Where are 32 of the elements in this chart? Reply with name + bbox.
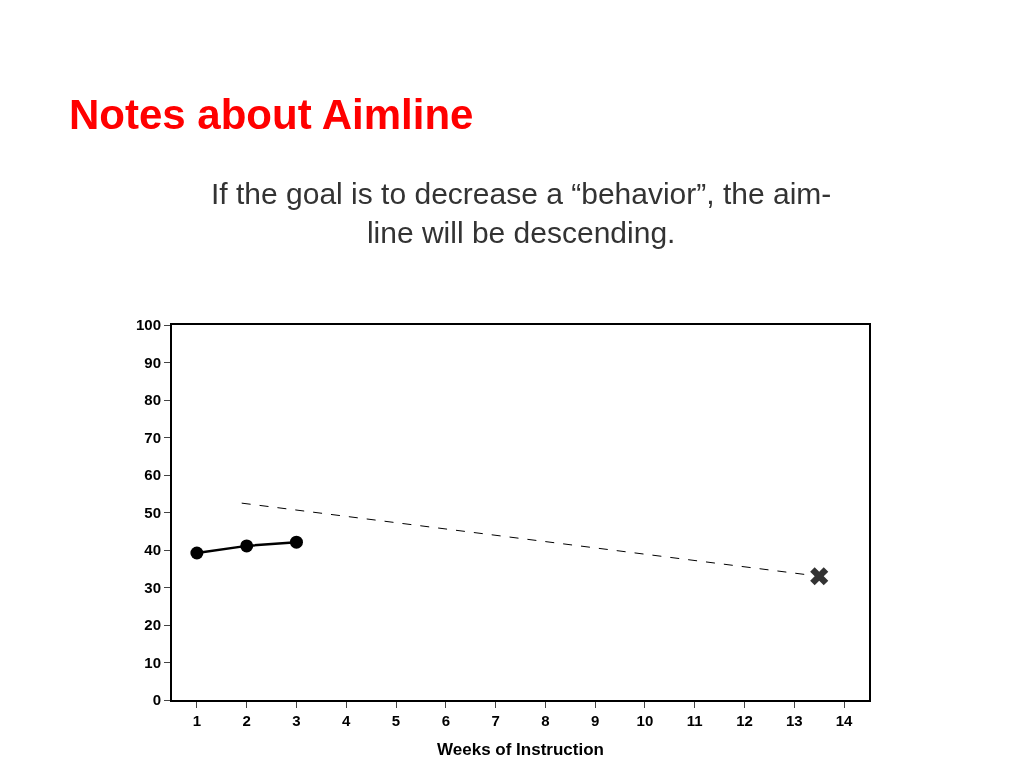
x-axis-title: Weeks of Instruction xyxy=(437,739,604,759)
x-tick-label: 2 xyxy=(242,712,251,729)
chart-title: Notes about Aimline xyxy=(69,91,474,138)
y-tick-label: 50 xyxy=(144,503,161,521)
y-tick-label: 30 xyxy=(144,578,161,596)
x-tick-label: 14 xyxy=(835,712,854,729)
y-tick-label: 40 xyxy=(144,541,161,559)
chart-subtitle: If the goal is to decrease a “behavior”, the aim- line will be descending. xyxy=(211,177,832,249)
x-tick-label: 10 xyxy=(636,712,654,729)
y-tick-label: 100 xyxy=(135,316,161,334)
point xyxy=(810,567,829,586)
y-tick-label: 20 xyxy=(144,616,161,634)
y-tick-label: 70 xyxy=(144,428,161,446)
y-tick-label: 60 xyxy=(144,466,161,484)
x-tick-label: 9 xyxy=(591,712,600,729)
x-tick-label: 3 xyxy=(292,712,301,729)
x-tick-label: 5 xyxy=(391,712,401,729)
y-tick-label: 80 xyxy=(144,391,161,409)
x-tick-label: 6 xyxy=(441,712,450,729)
x-tick-label: 4 xyxy=(342,712,352,729)
y-tick-label: 0 xyxy=(152,691,161,709)
x-tick-label: 1 xyxy=(192,712,202,729)
point xyxy=(289,535,303,549)
point xyxy=(240,539,254,553)
x-tick-label: 11 xyxy=(686,712,703,729)
y-tick-label: 10 xyxy=(144,653,161,671)
x-tick-label: 12 xyxy=(736,712,753,729)
x-tick-label: 7 xyxy=(491,712,500,729)
point xyxy=(190,546,204,560)
x-tick-label: 8 xyxy=(541,712,550,729)
y-tick-label: 90 xyxy=(144,353,161,371)
x-tick-label: 13 xyxy=(785,712,803,729)
